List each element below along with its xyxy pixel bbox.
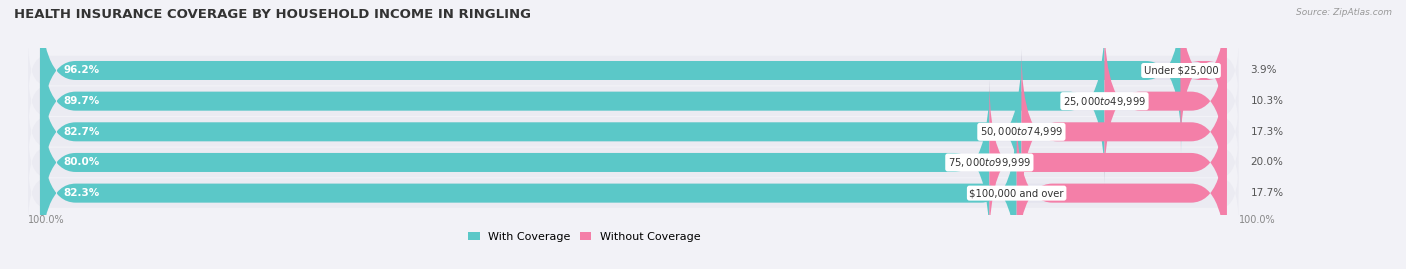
Text: 17.7%: 17.7% [1250,188,1284,198]
Text: 96.2%: 96.2% [63,65,100,76]
FancyBboxPatch shape [39,19,1226,184]
FancyBboxPatch shape [1017,111,1226,269]
FancyBboxPatch shape [39,19,1105,184]
FancyBboxPatch shape [990,80,1226,245]
FancyBboxPatch shape [39,0,1226,153]
FancyBboxPatch shape [28,131,1239,194]
FancyBboxPatch shape [39,49,1021,214]
Text: 80.0%: 80.0% [63,157,100,168]
FancyBboxPatch shape [1021,49,1226,214]
Text: 17.3%: 17.3% [1250,127,1284,137]
FancyBboxPatch shape [28,162,1239,224]
FancyBboxPatch shape [39,80,990,245]
Text: $100,000 and over: $100,000 and over [969,188,1064,198]
Text: 20.0%: 20.0% [1250,157,1284,168]
Text: $75,000 to $99,999: $75,000 to $99,999 [948,156,1031,169]
Text: 82.3%: 82.3% [63,188,100,198]
FancyBboxPatch shape [39,111,1017,269]
Text: Source: ZipAtlas.com: Source: ZipAtlas.com [1296,8,1392,17]
FancyBboxPatch shape [39,49,1226,214]
Text: $50,000 to $74,999: $50,000 to $74,999 [980,125,1063,138]
Legend: With Coverage, Without Coverage: With Coverage, Without Coverage [464,227,704,246]
Text: $25,000 to $49,999: $25,000 to $49,999 [1063,95,1146,108]
Text: 89.7%: 89.7% [63,96,100,106]
Text: Under $25,000: Under $25,000 [1143,65,1219,76]
Text: 10.3%: 10.3% [1250,96,1284,106]
FancyBboxPatch shape [28,70,1239,132]
Text: 3.9%: 3.9% [1250,65,1277,76]
FancyBboxPatch shape [39,0,1181,153]
FancyBboxPatch shape [1181,0,1226,153]
FancyBboxPatch shape [39,80,1226,245]
Text: HEALTH INSURANCE COVERAGE BY HOUSEHOLD INCOME IN RINGLING: HEALTH INSURANCE COVERAGE BY HOUSEHOLD I… [14,8,531,21]
FancyBboxPatch shape [28,101,1239,163]
FancyBboxPatch shape [1105,19,1226,184]
Text: 100.0%: 100.0% [28,215,65,225]
Text: 82.7%: 82.7% [63,127,100,137]
FancyBboxPatch shape [28,39,1239,102]
Text: 100.0%: 100.0% [1239,215,1275,225]
FancyBboxPatch shape [39,111,1226,269]
